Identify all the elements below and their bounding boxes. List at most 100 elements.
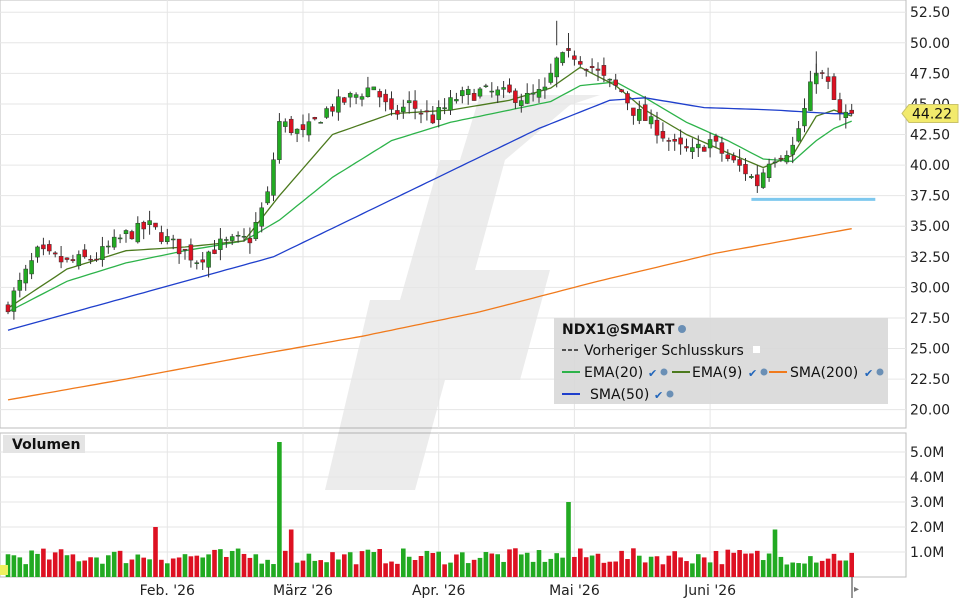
- volume-bar: [47, 559, 52, 577]
- volume-bar: [176, 557, 182, 577]
- candle-body: [165, 236, 170, 242]
- volume-bar: [17, 557, 23, 577]
- watermark-logo: [325, 95, 600, 490]
- candle-body: [153, 222, 158, 228]
- candle-body: [489, 90, 495, 93]
- legend-sma200-check-icon[interactable]: ✔: [864, 367, 873, 380]
- candle-body: [448, 97, 453, 111]
- legend-sma50-check-icon[interactable]: ✔: [654, 389, 663, 402]
- volume-bar: [365, 549, 371, 577]
- legend-sma200-settings-icon[interactable]: [876, 368, 884, 376]
- volume-bar: [100, 563, 105, 577]
- volume-bar: [678, 557, 683, 577]
- legend-prev-close: Vorheriger Schlusskurs: [584, 343, 744, 359]
- candle-body: [235, 234, 241, 237]
- candle-body: [554, 57, 559, 78]
- candle-body: [796, 128, 801, 142]
- x-tick-label: Juni '26: [683, 583, 736, 599]
- volume-bar: [389, 561, 394, 577]
- x-tick-label: März '26: [273, 583, 333, 599]
- candle-body: [607, 78, 613, 81]
- volume-bar: [70, 554, 76, 577]
- candle-body: [430, 114, 436, 124]
- legend-ema9-settings-icon[interactable]: [760, 368, 768, 376]
- volume-bar: [749, 553, 754, 577]
- volume-y-tick: 2.0M: [910, 520, 944, 536]
- volume-bar: [654, 556, 660, 577]
- volume-bar: [625, 559, 630, 577]
- volume-bar: [235, 548, 241, 577]
- volume-bar: [760, 560, 766, 577]
- volume-bar: [395, 563, 400, 577]
- candle-body: [713, 135, 719, 142]
- volume-bar: [542, 561, 548, 577]
- series-line-ema20: [7, 81, 852, 313]
- legend-prev-close-toggle[interactable]: [753, 346, 760, 353]
- legend-ema20-check-icon[interactable]: ✔: [648, 367, 657, 380]
- candle-body: [595, 68, 601, 71]
- volume-bar: [306, 553, 312, 577]
- volume-bar: [495, 554, 500, 577]
- volume-bar: [64, 555, 70, 577]
- volume-y-tick: 5.0M: [910, 445, 944, 461]
- candle-body: [772, 161, 778, 164]
- scroll-handle[interactable]: [0, 565, 8, 575]
- scroll-right-icon[interactable]: ▸: [854, 584, 859, 595]
- volume-bar: [406, 556, 412, 577]
- legend-info-icon[interactable]: [678, 325, 686, 333]
- volume-bar: [41, 548, 46, 577]
- candle-body: [88, 258, 93, 261]
- legend-sma50-settings-icon[interactable]: [666, 390, 674, 398]
- candle-body: [442, 107, 447, 109]
- candle-body: [660, 131, 666, 139]
- price-y-tick: 20.00: [910, 403, 950, 419]
- legend-ema20: EMA(20): [584, 365, 643, 381]
- volume-bar: [117, 550, 123, 577]
- candle-body: [501, 87, 506, 90]
- volume-bar: [766, 553, 772, 577]
- candle-body: [100, 246, 105, 260]
- legend-ema20-settings-icon[interactable]: [660, 368, 668, 376]
- price-y-tick: 27.50: [910, 311, 950, 327]
- volume-bar: [188, 556, 194, 577]
- volume-bar: [377, 549, 382, 577]
- volume-bar: [819, 560, 825, 577]
- candle-body: [701, 146, 707, 152]
- candle-body: [548, 72, 554, 83]
- candle-body: [41, 244, 46, 250]
- volume-title-bg: [3, 435, 85, 453]
- x-tick-label: Feb. '26: [140, 583, 195, 599]
- candle-body: [200, 259, 205, 263]
- candle-body: [324, 108, 329, 118]
- price-y-tick: 52.50: [910, 5, 950, 21]
- candle-body: [802, 107, 807, 127]
- candle-body: [64, 257, 70, 260]
- price-y-tick: 30.00: [910, 280, 950, 296]
- volume-bar: [23, 564, 28, 577]
- candle-body: [690, 147, 695, 152]
- volume-bar: [519, 554, 524, 577]
- candle-body: [241, 235, 247, 238]
- price-y-tick: 40.00: [910, 158, 950, 174]
- candle-body: [424, 110, 430, 113]
- volume-bar: [247, 557, 253, 577]
- candle-body: [111, 236, 117, 248]
- candle-body: [188, 244, 194, 261]
- volume-bar: [784, 564, 790, 577]
- volume-bar: [690, 563, 695, 577]
- candle-body: [719, 142, 725, 154]
- volume-bar: [182, 554, 188, 577]
- volume-bar: [778, 556, 784, 577]
- volume-bar: [825, 558, 831, 577]
- price-y-tick: 25.00: [910, 342, 950, 358]
- volume-bar: [483, 551, 489, 577]
- volume-bar: [802, 563, 807, 577]
- volume-bar: [200, 557, 205, 577]
- candle-body: [831, 76, 837, 100]
- candle-body: [678, 137, 683, 145]
- volume-bar: [123, 563, 129, 577]
- candle-body: [123, 230, 129, 235]
- candle-body: [277, 121, 282, 160]
- volume-bar: [660, 564, 666, 577]
- legend-ema9-check-icon[interactable]: ✔: [748, 367, 757, 380]
